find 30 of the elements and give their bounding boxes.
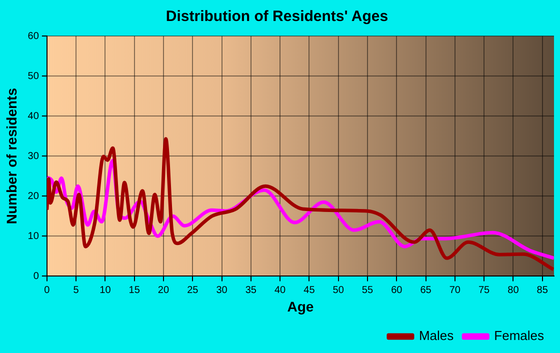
x-tick-label: 55 [362,284,374,296]
y-tick-label: 10 [28,230,40,242]
y-tick-label: 20 [28,190,40,202]
x-tick-label: 50 [332,284,344,296]
x-tick-label: 10 [100,284,112,296]
x-tick-label: 80 [508,284,520,296]
x-tick-label: 65 [420,284,432,296]
x-tick-label: 15 [128,284,140,296]
y-tick-label: 60 [28,30,40,42]
y-tick-label: 40 [28,110,40,122]
y-tick-label: 0 [33,270,40,282]
chart-title: Distribution of Residents' Ages [166,8,388,26]
x-tick-label: 20 [158,284,170,296]
legend-label: Males [418,328,454,344]
legend-label: Females [494,328,544,344]
x-tick-label: 60 [391,284,403,296]
y-axis-title: Number of residents [3,88,20,224]
x-tick-label: 70 [449,284,461,296]
x-tick-label: 45 [304,284,316,296]
x-tick-label: 35 [245,284,257,296]
x-axis-title: Age [287,298,314,314]
x-tick-label: 5 [73,284,80,296]
x-tick-label: 30 [216,284,228,296]
x-tick-label: 85 [536,284,548,296]
x-tick-label: 75 [478,284,490,296]
x-tick-label: 40 [274,284,286,296]
x-tick-label: 25 [187,284,199,296]
y-tick-label: 50 [28,70,40,82]
x-tick-label: 0 [44,284,50,296]
y-tick-label: 30 [28,150,40,162]
